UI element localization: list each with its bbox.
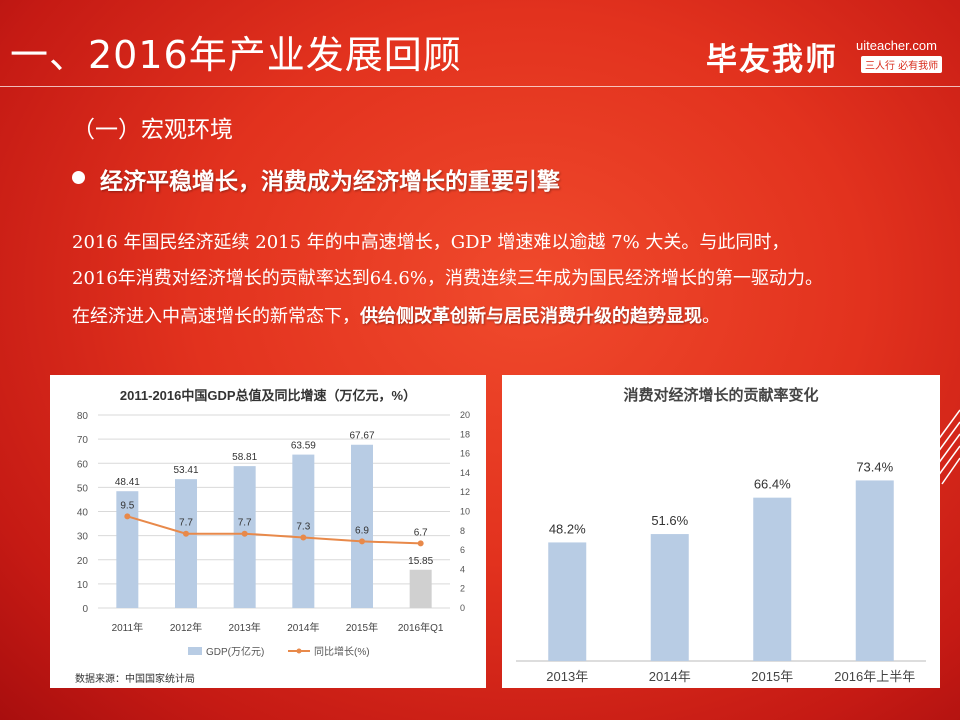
decorative-stripes bbox=[937, 409, 960, 485]
contribution-value-label: 48.2% bbox=[549, 521, 586, 536]
contribution-value-label: 66.4% bbox=[754, 477, 791, 492]
y2-tick-label: 18 bbox=[460, 429, 470, 439]
y-tick-label: 60 bbox=[77, 459, 89, 470]
y-tick-label: 0 bbox=[82, 604, 88, 615]
x-tick-label: 2014年 bbox=[649, 669, 691, 684]
y2-tick-label: 2 bbox=[460, 584, 465, 594]
x-tick-label: 2013年 bbox=[546, 669, 588, 684]
gdp-bar bbox=[233, 466, 256, 608]
growth-value-label: 7.3 bbox=[296, 522, 310, 533]
growth-value-label: 9.5 bbox=[120, 500, 134, 511]
y-tick-label: 20 bbox=[77, 556, 89, 567]
x-tick-label: 2011年 bbox=[112, 621, 144, 634]
y2-tick-label: 20 bbox=[460, 410, 470, 420]
x-tick-label: 2016年上半年 bbox=[834, 669, 915, 684]
y2-tick-label: 12 bbox=[460, 487, 470, 497]
legend-marker-growth bbox=[296, 648, 302, 654]
gdp-bar bbox=[351, 444, 373, 608]
contribution-bar bbox=[753, 497, 792, 661]
gdp-chart-legend: GDP(万亿元) 同比增长(%) bbox=[188, 645, 370, 658]
y-tick-label: 70 bbox=[77, 435, 89, 446]
bullet-icon bbox=[72, 171, 85, 184]
gdp-bar-value-label: 63.59 bbox=[291, 441, 316, 452]
y-tick-label: 50 bbox=[77, 483, 89, 494]
logo-url: uiteacher.com bbox=[856, 38, 937, 53]
y-tick-label: 10 bbox=[77, 580, 89, 591]
y-tick-label: 40 bbox=[77, 508, 89, 519]
contribution-bar bbox=[548, 542, 587, 661]
x-tick-label: 2015年 bbox=[346, 621, 378, 634]
y2-tick-label: 4 bbox=[460, 564, 465, 574]
gdp-chart: 2011-2016中国GDP总值及同比增速（万亿元，%） 01020304050… bbox=[75, 388, 470, 685]
y2-tick-label: 8 bbox=[460, 526, 465, 536]
consumption-chart-panel: 消费对经济增长的贡献率变化 48.2% 51.6% 66.4% 73.4% 2013年… bbox=[502, 375, 940, 688]
growth-point bbox=[417, 540, 424, 547]
x-tick-label: 2012年 bbox=[170, 621, 202, 634]
growth-line bbox=[127, 515, 421, 545]
gdp-bar bbox=[292, 454, 315, 608]
paragraph-line-3-emphasis: 供给侧改革创新与居民消费升级的趋势显现 bbox=[360, 306, 702, 327]
growth-value-label: 6.9 bbox=[355, 525, 369, 536]
gdp-chart-title: 2011-2016中国GDP总值及同比增速（万亿元，%） bbox=[120, 388, 416, 403]
paragraph-line-3-plain: 在经济进入中高速增长的新常态下， bbox=[72, 306, 360, 327]
paragraph-line-1: 2016 年国民经济延续 2015 年的中高速增长，GDP 增速难以逾越 7% … bbox=[72, 232, 790, 253]
gdp-bar-value-label: 53.41 bbox=[173, 465, 198, 476]
bullet-heading: 经济平稳增长，消费成为经济增长的重要引擎 bbox=[100, 169, 560, 195]
y2-tick-label: 0 bbox=[460, 603, 465, 613]
gdp-bar-value-label: 58.81 bbox=[232, 452, 257, 463]
y-tick-label: 80 bbox=[77, 411, 89, 422]
gdp-chart-panel: 2011-2016中国GDP总值及同比增速（万亿元，%） 0 10 20 30 40 50… bbox=[50, 375, 486, 688]
gdp-bar-value-label: 15.85 bbox=[408, 556, 433, 567]
gdp-bar-value-label: 67.67 bbox=[349, 431, 374, 442]
growth-point bbox=[183, 530, 189, 537]
paragraph-line-3-end: 。 bbox=[702, 306, 720, 327]
legend-swatch-gdp bbox=[188, 647, 202, 655]
y2-tick-label: 16 bbox=[460, 449, 470, 459]
growth-value-label: 6.7 bbox=[414, 527, 428, 538]
y2-tick-label: 6 bbox=[460, 545, 465, 555]
contribution-bar bbox=[855, 480, 894, 661]
brand-logo: 毕友我师 uiteacher.com 三人行 必有我师 bbox=[706, 34, 956, 78]
consumption-chart: 消费对经济增长的贡献率变化 48.2% 51.6% 66.4% 73.4% 2013年… bbox=[516, 386, 926, 684]
gdp-bar bbox=[175, 479, 197, 608]
header-divider bbox=[0, 86, 960, 87]
gdp-bar bbox=[116, 491, 139, 608]
section-heading: （一）宏观环境 bbox=[72, 117, 233, 143]
x-tick-label: 2014年 bbox=[287, 621, 319, 634]
x-tick-label: 2016年Q1 bbox=[398, 621, 444, 634]
contribution-value-label: 51.6% bbox=[651, 513, 688, 528]
y-tick-label: 30 bbox=[77, 532, 89, 543]
y2-tick-label: 14 bbox=[460, 468, 470, 478]
paragraph-line-3: 在经济进入中高速增长的新常态下，供给侧改革创新与居民消费升级的趋势显现。 bbox=[72, 302, 952, 328]
page-title: 一、2016年产业发展回顾 bbox=[10, 33, 462, 77]
growth-point bbox=[124, 513, 131, 520]
logo-slogan: 三人行 必有我师 bbox=[861, 56, 943, 73]
growth-point bbox=[241, 530, 248, 537]
contribution-value-label: 73.4% bbox=[856, 459, 893, 474]
legend-label-gdp: GDP(万亿元) bbox=[206, 645, 264, 658]
contribution-bar bbox=[650, 534, 689, 661]
x-tick-label: 2015年 bbox=[751, 669, 793, 684]
consumption-chart-title: 消费对经济增长的贡献率变化 bbox=[623, 386, 818, 404]
gdp-chart-source: 数据来源：中国国家统计局 bbox=[75, 672, 195, 685]
legend-label-growth: 同比增长(%) bbox=[314, 645, 370, 658]
growth-point bbox=[300, 534, 307, 541]
paragraph-line-2: 2016年消费对经济增长的贡献率达到64.6%，消费连续三年成为国民经济增长的第… bbox=[72, 268, 823, 289]
x-tick-label: 2013年 bbox=[229, 621, 261, 634]
logo-brand-text: 毕友我师 bbox=[706, 42, 838, 78]
y2-tick-label: 10 bbox=[460, 507, 470, 517]
gdp-bar-value-label: 48.41 bbox=[115, 477, 140, 488]
growth-value-label: 7.7 bbox=[238, 518, 252, 529]
growth-point bbox=[359, 538, 365, 545]
growth-value-label: 7.7 bbox=[179, 518, 193, 529]
gdp-bar bbox=[409, 569, 432, 608]
